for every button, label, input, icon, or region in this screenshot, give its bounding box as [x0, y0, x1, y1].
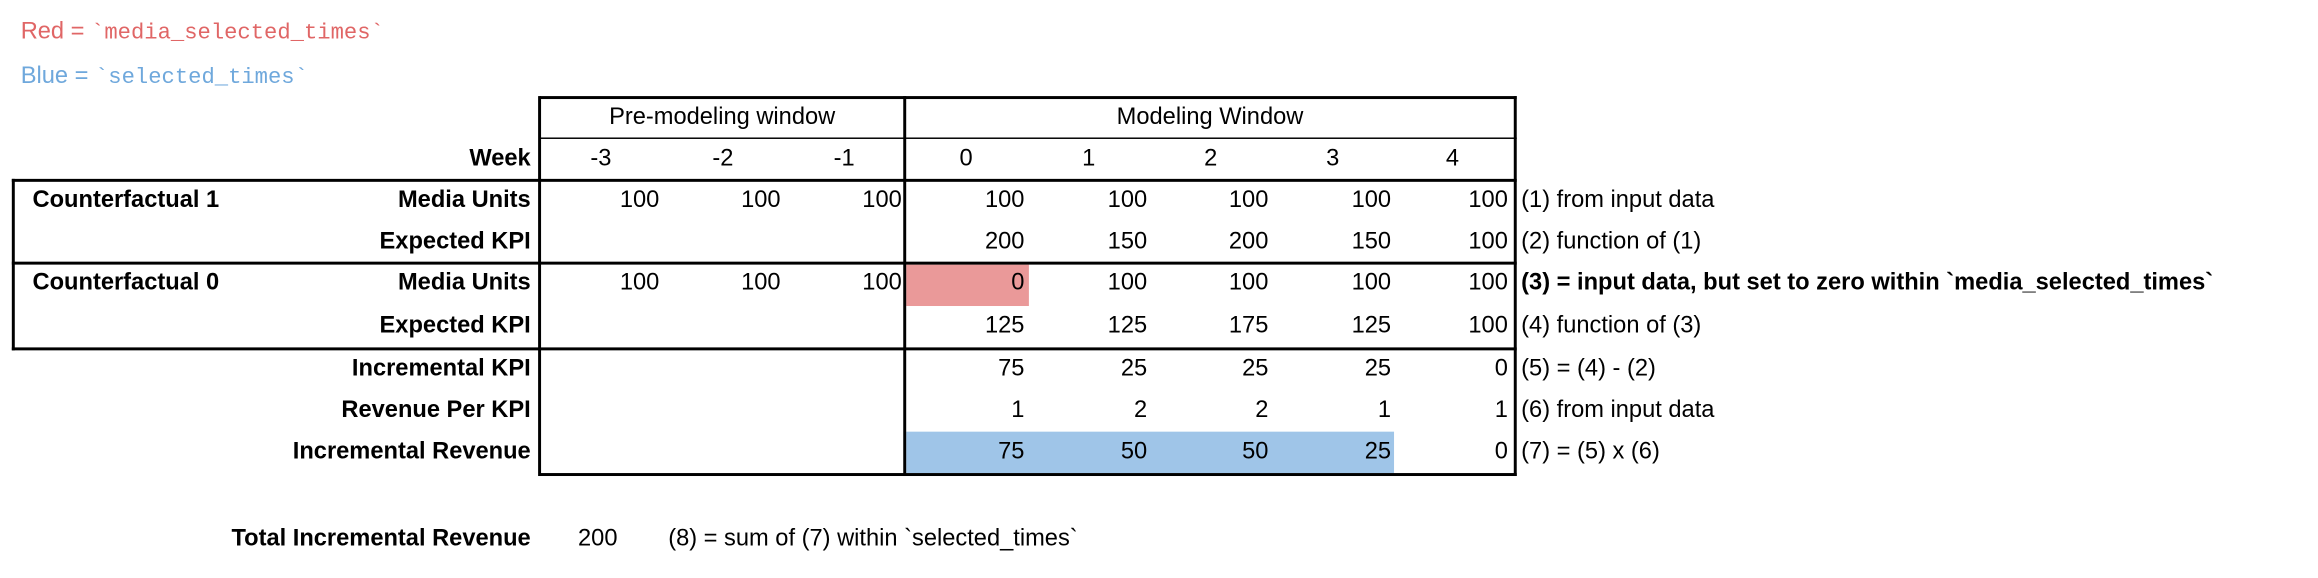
- table-cell: 100: [741, 187, 781, 213]
- table-cell: 100: [1351, 270, 1392, 296]
- table-cell: 75: [998, 439, 1025, 465]
- table-cell: 100: [984, 187, 1025, 213]
- table-cell: 0: [1494, 439, 1508, 465]
- table-cell: 100: [1351, 187, 1392, 213]
- modeling-window-header: Modeling Window: [1116, 104, 1304, 131]
- row-note: (1) from input data: [1521, 187, 1715, 213]
- table-cell: 100: [1107, 270, 1148, 296]
- week-header: 4: [1445, 146, 1460, 172]
- border-line: [11, 178, 15, 351]
- border-line: [539, 473, 1517, 477]
- border-line: [1513, 96, 1517, 477]
- table-cell: 150: [1351, 229, 1392, 255]
- table-cell: 100: [1468, 313, 1508, 339]
- table-cell: 100: [862, 187, 902, 213]
- week-header: 2: [1204, 146, 1218, 172]
- table-cell: 150: [1107, 229, 1148, 255]
- border-line: [539, 137, 1517, 139]
- row-label: Media Units: [397, 270, 531, 296]
- row-note: (2) function of (1): [1521, 229, 1702, 255]
- row-label: Incremental KPI: [351, 356, 531, 382]
- legend-red: Red = `media_selected_times`: [21, 12, 384, 55]
- week-header: 1: [1082, 146, 1096, 172]
- table-cell: 0: [1011, 270, 1025, 296]
- row-note: (4) function of (3): [1521, 313, 1702, 339]
- selected-times-highlight: [906, 431, 1395, 474]
- table-cell: 100: [1228, 187, 1269, 213]
- week-header: 3: [1326, 146, 1340, 172]
- table-cell: 100: [1468, 187, 1508, 213]
- row-group-label: Counterfactual 1: [32, 187, 220, 213]
- row-label: Expected KPI: [379, 229, 531, 255]
- border-line: [539, 96, 1517, 100]
- row-note: (6) from input data: [1521, 397, 1715, 423]
- row-group-label: Counterfactual 0: [32, 270, 220, 296]
- table-cell: 175: [1228, 313, 1269, 339]
- table-cell: 25: [1364, 356, 1392, 382]
- legend-red-label: Red =: [20, 19, 85, 45]
- legend-blue-code: `selected_times`: [95, 65, 308, 91]
- legend-red-code: `media_selected_times`: [91, 20, 384, 46]
- week-header: -3: [590, 146, 612, 172]
- total-value: 200: [578, 526, 618, 552]
- row-label: Expected KPI: [379, 313, 531, 339]
- row-note: (3) = input data, but set to zero within…: [1521, 270, 2214, 296]
- media-selected-times-highlight: [906, 264, 1029, 307]
- row-label: Incremental Revenue: [292, 439, 531, 465]
- row-note: (5) = (4) - (2): [1521, 356, 1656, 382]
- table-cell: 25: [1364, 439, 1392, 465]
- table-cell: 25: [1120, 356, 1148, 382]
- total-label: Total Incremental Revenue: [231, 526, 531, 552]
- table-cell: 125: [984, 313, 1025, 339]
- table-cell: 2: [1133, 397, 1148, 423]
- table-cell: 200: [1228, 229, 1269, 255]
- table-cell: 100: [1468, 229, 1508, 255]
- table-cell: 125: [1107, 313, 1148, 339]
- legend-blue: Blue = `selected_times`: [21, 56, 308, 99]
- table-cell: 50: [1242, 439, 1269, 465]
- border-line: [11, 261, 1517, 265]
- week-label: Week: [469, 146, 531, 172]
- table-cell: 100: [1468, 270, 1508, 296]
- border-line: [11, 178, 1517, 182]
- row-label: Revenue Per KPI: [341, 397, 531, 423]
- legend-blue-label: Blue =: [20, 63, 89, 89]
- table-cell: 125: [1351, 313, 1392, 339]
- table-cell: 2: [1255, 397, 1269, 423]
- total-note: (8) = sum of (7) within `selected_times`: [668, 526, 1078, 552]
- table-cell: 75: [998, 356, 1025, 382]
- table-cell: 100: [619, 187, 660, 213]
- pre-modeling-window-header: Pre-modeling window: [609, 104, 836, 131]
- week-header: -1: [833, 146, 855, 172]
- row-note: (7) = (5) x (6): [1521, 439, 1660, 465]
- table-cell: 100: [741, 270, 781, 296]
- week-header: -2: [712, 146, 734, 172]
- table-cell: 100: [619, 270, 660, 296]
- table-cell: 1: [1011, 397, 1025, 423]
- table-cell: 1: [1377, 397, 1392, 423]
- row-label: Media Units: [397, 187, 531, 213]
- table-cell: 100: [1228, 270, 1269, 296]
- table-cell: 25: [1242, 356, 1269, 382]
- table-cell: 100: [1107, 187, 1148, 213]
- border-line: [903, 96, 907, 477]
- table-cell: 100: [862, 270, 902, 296]
- table-cell: 50: [1120, 439, 1148, 465]
- table-cell: 1: [1494, 397, 1508, 423]
- border-line: [11, 347, 1517, 351]
- table-cell: 200: [984, 229, 1025, 255]
- week-header: 0: [959, 146, 973, 172]
- table-cell: 0: [1494, 356, 1508, 382]
- border-line: [538, 96, 542, 477]
